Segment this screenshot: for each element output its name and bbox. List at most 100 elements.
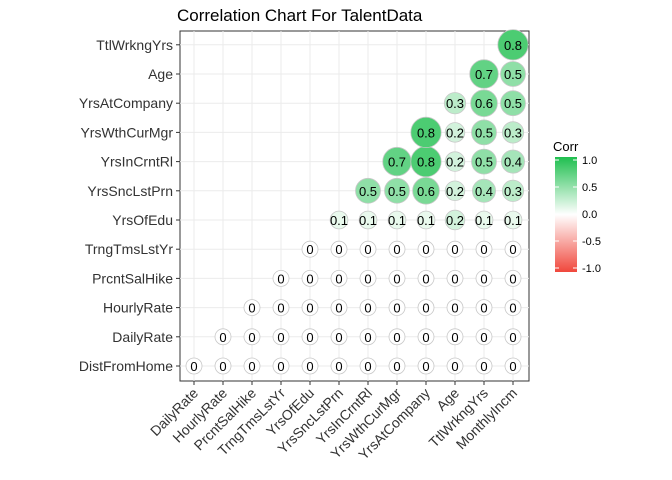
correlation-value-label: 0 — [393, 359, 400, 374]
correlation-value-label: 0.2 — [446, 213, 464, 228]
correlation-circle — [330, 357, 348, 375]
correlation-circle — [388, 240, 406, 258]
correlation-value-label: 0 — [422, 301, 429, 316]
correlation-value-label: 0 — [335, 359, 342, 374]
correlation-value-label: 0 — [190, 359, 197, 374]
correlation-circle — [475, 240, 493, 258]
correlation-value-label: 0 — [219, 330, 226, 345]
y-tick-label: DailyRate — [112, 329, 173, 345]
correlation-value-label: 0 — [451, 271, 458, 286]
correlation-value-label: 0 — [509, 242, 516, 257]
correlation-circle — [417, 299, 435, 317]
correlation-circle — [504, 328, 522, 346]
chart-title: Correlation Chart For TalentData — [177, 6, 423, 25]
correlation-circle — [417, 240, 435, 258]
correlation-circle — [301, 269, 319, 287]
correlation-circle — [214, 328, 232, 346]
correlation-circle — [471, 148, 497, 175]
correlation-circle — [444, 180, 466, 202]
correlation-value-label: 0 — [509, 301, 516, 316]
correlation-circle — [500, 149, 525, 174]
correlation-value-label: 0 — [422, 242, 429, 257]
correlation-value-label: 0.1 — [504, 213, 522, 228]
correlation-circle — [471, 119, 497, 146]
correlation-circle — [446, 299, 464, 317]
correlation-value-label: 0 — [306, 271, 313, 286]
legend-title: Corr — [553, 139, 579, 154]
correlation-circle — [359, 328, 377, 346]
correlation-circle — [388, 299, 406, 317]
correlation-value-label: 0.4 — [504, 155, 522, 170]
correlation-circle — [384, 177, 410, 204]
correlation-value-label: 0.8 — [504, 38, 522, 53]
correlation-value-label: 0 — [451, 359, 458, 374]
correlation-value-label: 0.1 — [475, 213, 493, 228]
color-legend: Corr 1.0 0.5 0.0 -0.5 -1.0 — [553, 139, 601, 275]
correlation-value-label: 0 — [248, 301, 255, 316]
legend-tick-label: -1.0 — [582, 263, 601, 275]
correlation-value-label: 0 — [422, 330, 429, 345]
correlation-value-label: 0.7 — [475, 67, 493, 82]
correlation-value-label: 0 — [480, 301, 487, 316]
correlation-circle — [330, 240, 348, 258]
correlation-circle — [412, 177, 440, 205]
correlation-value-label: 0 — [277, 359, 284, 374]
correlation-circle — [243, 357, 261, 375]
y-tick-label: Age — [148, 66, 173, 82]
correlation-value-label: 0 — [335, 330, 342, 345]
correlation-value-label: 0 — [306, 301, 313, 316]
correlation-value-label: 0 — [335, 271, 342, 286]
correlation-value-label: 0.5 — [475, 155, 493, 170]
correlation-value-label: 0.5 — [504, 96, 522, 111]
correlation-value-label: 0 — [306, 242, 313, 257]
correlation-circle — [504, 299, 522, 317]
correlation-value-label: 0.1 — [330, 213, 348, 228]
correlation-circle — [301, 357, 319, 375]
correlation-circle — [359, 299, 377, 317]
correlation-circle — [501, 179, 525, 202]
correlation-value-label: 0 — [219, 359, 226, 374]
correlation-value-label: 0.2 — [446, 125, 464, 140]
correlation-value-label: 0.7 — [388, 155, 406, 170]
correlation-value-label: 0 — [364, 359, 371, 374]
correlation-value-label: 0 — [393, 330, 400, 345]
correlation-circle — [500, 61, 526, 87]
y-axis-tick-labels: DistFromHome DailyRate HourlyRate PrcntSalH… — [79, 37, 180, 374]
correlation-circle — [474, 210, 494, 230]
correlation-value-label: 0 — [480, 242, 487, 257]
correlation-value-label: 0.5 — [504, 67, 522, 82]
correlation-circle — [504, 240, 522, 258]
correlation-value-label: 0 — [422, 271, 429, 286]
correlation-circle — [388, 328, 406, 346]
correlation-circle — [475, 299, 493, 317]
correlation-value-label: 0 — [277, 301, 284, 316]
correlation-value-label: 0.1 — [359, 213, 377, 228]
correlation-value-label: 0 — [364, 242, 371, 257]
correlation-value-label: 0.6 — [417, 184, 435, 199]
correlation-value-label: 0.8 — [417, 155, 435, 170]
correlation-value-label: 0.3 — [504, 125, 522, 140]
correlation-circle — [475, 269, 493, 287]
correlation-circle — [417, 328, 435, 346]
correlation-circle — [503, 210, 523, 230]
correlation-circle — [504, 357, 522, 375]
correlation-value-label: 0 — [509, 359, 516, 374]
y-tick-label: DistFromHome — [79, 358, 173, 374]
correlation-circle — [446, 269, 464, 287]
correlation-cells: 0 0 0 0 0 0 0 0 0 0 0 0 0 0 0 0 0 0 0 0 0 0 0 0 0 0 0 0 0 0 0 0 0 0 0 0 0 0 0 0… — [185, 29, 529, 375]
correlation-circle — [446, 357, 464, 375]
correlation-circle — [416, 210, 436, 230]
correlation-circle — [470, 89, 498, 117]
correlation-circle — [475, 328, 493, 346]
correlation-value-label: 0.5 — [359, 184, 377, 199]
correlation-circle — [444, 122, 466, 143]
correlation-circle — [359, 269, 377, 287]
correlation-value-label: 0.2 — [446, 184, 464, 199]
y-tick-label: TrngTmsLstYr — [85, 241, 173, 257]
correlation-circle — [469, 59, 499, 89]
correlation-value-label: 0 — [451, 242, 458, 257]
grid-lines — [180, 31, 529, 381]
correlation-value-label: 0 — [451, 330, 458, 345]
y-tick-label: YrsSncLstPrn — [87, 183, 173, 199]
correlation-value-label: 0 — [335, 242, 342, 257]
